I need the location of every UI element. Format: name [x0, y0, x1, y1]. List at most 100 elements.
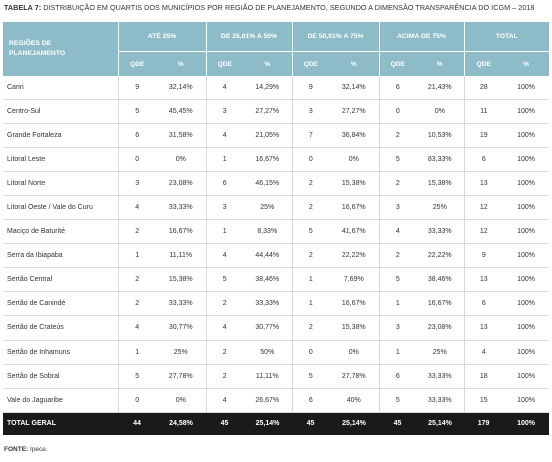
qde-cell: 6	[205, 171, 243, 197]
qde-cell: 6	[117, 123, 156, 149]
qde-cell: 4	[205, 243, 243, 269]
qde-cell: 28	[463, 76, 504, 101]
qde-cell: 7	[291, 123, 330, 149]
table-row: Sertão de Inhamuns 1 25% 2 50% 0 0% 1 25% 4 100%	[3, 340, 550, 365]
qde-cell: 4	[205, 76, 243, 101]
pct-cell: 32,14%	[329, 76, 380, 101]
qde-cell: 3	[291, 99, 330, 125]
table-row: Grande Fortaleza 6 31,58% 4 21,05% 7 36,84% 2 10…	[3, 123, 550, 149]
pct-cell: 15,38%	[416, 171, 465, 197]
pct-cell: 0%	[156, 388, 206, 413]
table-row: Sertão de Sobral 5 27,78% 2 11,11% 5 27,78% 6 33…	[3, 364, 550, 389]
pct-cell: 100%	[503, 315, 550, 341]
pct-cell: 8,33%	[243, 219, 293, 245]
qde-cell: 0	[291, 147, 330, 173]
pct-cell: 14,29%	[243, 76, 293, 101]
qde-cell: 2	[378, 171, 417, 197]
table-footer: TOTAL GERAL 44 24,58% 45 25,14% 45 25,14…	[3, 412, 550, 435]
qde-cell: 2	[117, 267, 156, 293]
table-header: REGIÕES DE PLANEJAMENTO ATÉ 25% DE 25,01…	[3, 22, 550, 76]
pct-cell: 27,78%	[329, 364, 380, 389]
header-qde: QDE	[205, 51, 243, 76]
region-name: Grande Fortaleza	[3, 123, 118, 149]
qde-cell: 2	[205, 291, 243, 317]
pct-cell: 100%	[503, 291, 550, 317]
pct-cell: 100%	[503, 171, 550, 197]
qde-cell: 5	[378, 388, 417, 413]
qde-cell: 2	[291, 243, 330, 269]
pct-cell: 100%	[503, 147, 550, 173]
qde-cell: 1	[205, 147, 243, 173]
qde-cell: 5	[378, 267, 417, 293]
pct-cell: 11,11%	[156, 243, 206, 269]
table-body: Cariri 9 32,14% 4 14,29% 9 32,14% 6 21,43% 28 100%…	[3, 76, 550, 413]
qde-cell: 1	[378, 340, 417, 365]
qde-cell: 2	[205, 364, 243, 389]
total-cell: 45	[292, 412, 330, 435]
region-name: Sertão de Inhamuns	[3, 340, 118, 365]
region-name: Sertão de Crateús	[3, 315, 118, 341]
header-qde: QDE	[463, 51, 504, 76]
pct-cell: 16,67%	[416, 291, 465, 317]
pct-cell: 27,27%	[329, 99, 380, 125]
total-cell: 100%	[503, 412, 550, 435]
pct-cell: 100%	[503, 364, 550, 389]
total-cell: 45	[206, 412, 243, 435]
pct-cell: 22,22%	[329, 243, 380, 269]
pct-cell: 25%	[243, 195, 293, 221]
source-note: FONTE: Ipece.	[4, 446, 48, 453]
pct-cell: 40%	[329, 388, 380, 413]
qde-cell: 9	[291, 76, 330, 101]
qde-cell: 6	[378, 364, 417, 389]
pct-cell: 44,44%	[243, 243, 293, 269]
qde-cell: 4	[117, 195, 156, 221]
qde-cell: 3	[205, 195, 243, 221]
qde-cell: 2	[378, 123, 417, 149]
qde-cell: 4	[378, 219, 417, 245]
pct-cell: 100%	[503, 340, 550, 365]
pct-cell: 100%	[503, 219, 550, 245]
qde-cell: 1	[117, 243, 156, 269]
pct-cell: 25%	[416, 340, 465, 365]
pct-cell: 36,84%	[329, 123, 380, 149]
header-group-ate-25: ATÉ 25%	[117, 22, 206, 52]
region-name: Litoral Leste	[3, 147, 118, 173]
pct-cell: 41,67%	[329, 219, 380, 245]
header-group-50-75: DE 50,01% A 75%	[291, 22, 380, 52]
pct-cell: 16,67%	[329, 195, 380, 221]
region-name: Maciço de Baturité	[3, 219, 118, 245]
qde-cell: 0	[117, 388, 156, 413]
table-row: Maciço de Baturité 2 16,67% 1 8,33% 5 41,67% 4 3…	[3, 219, 550, 245]
pct-cell: 27,27%	[243, 99, 293, 125]
pct-cell: 27,78%	[156, 364, 206, 389]
header-pct: %	[503, 51, 550, 76]
header-pct: %	[243, 51, 293, 76]
qde-cell: 4	[205, 315, 243, 341]
qde-cell: 4	[463, 340, 504, 365]
pct-cell: 32,14%	[156, 76, 206, 101]
table-row: Litoral Leste 0 0% 1 16,67% 0 0% 5 83,33% 6 100%	[3, 147, 550, 173]
qde-cell: 0	[117, 147, 156, 173]
region-name: Sertão de Sobral	[3, 364, 118, 389]
region-name: Litoral Oeste / Vale do Curu	[3, 195, 118, 221]
qde-cell: 0	[378, 99, 417, 125]
qde-cell: 2	[291, 171, 330, 197]
qde-cell: 6	[463, 291, 504, 317]
qde-cell: 9	[463, 243, 504, 269]
pct-cell: 33,33%	[416, 388, 465, 413]
table-row: Sertão de Canindé 2 33,33% 2 33,33% 1 16,67% 1 1…	[3, 291, 550, 317]
table-row: Serra da Ibiapaba 1 11,11% 4 44,44% 2 22,22% 2 2…	[3, 243, 550, 269]
header-pct: %	[329, 51, 380, 76]
table-row: Cariri 9 32,14% 4 14,29% 9 32,14% 6 21,43% 28 100%	[3, 76, 550, 101]
qde-cell: 1	[291, 267, 330, 293]
qde-cell: 2	[378, 243, 417, 269]
table-row: Litoral Norte 3 23,08% 6 46,15% 2 15,38% 2 15,38…	[3, 171, 550, 197]
header-group-25-50: DE 25,01% A 50%	[205, 22, 293, 52]
total-row: TOTAL GERAL 44 24,58% 45 25,14% 45 25,14…	[3, 412, 550, 435]
source-text: Ipece.	[30, 446, 48, 453]
qde-cell: 4	[205, 123, 243, 149]
pct-cell: 50%	[243, 340, 293, 365]
qde-cell: 5	[378, 147, 417, 173]
pct-cell: 100%	[503, 267, 550, 293]
pct-cell: 100%	[503, 76, 550, 101]
